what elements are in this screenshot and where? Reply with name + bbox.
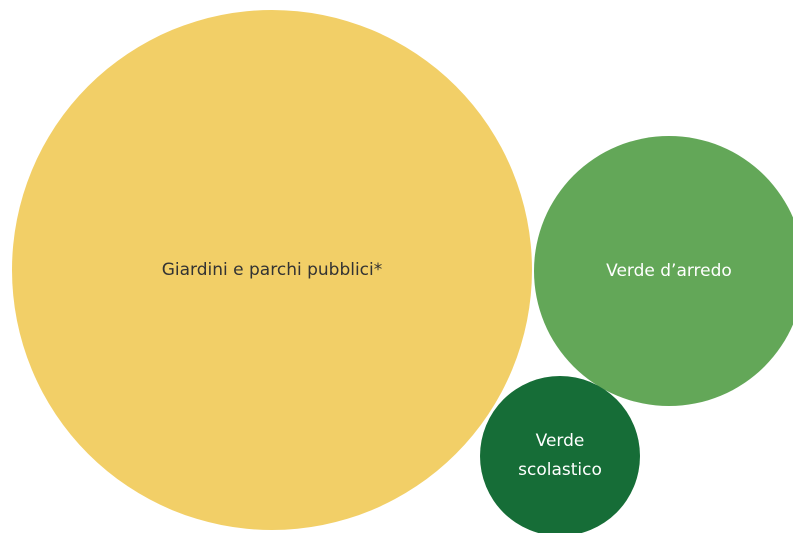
bubble: Giardini e parchi pubblici* — [12, 10, 532, 530]
bubble: Verde scolastico — [480, 376, 640, 533]
bubble-label: Giardini e parchi pubblici* — [161, 259, 383, 280]
bubble: Verde d’arredo — [534, 136, 793, 406]
bubble-label: Verde scolastico — [518, 431, 602, 480]
bubble-label: Verde d’arredo — [606, 260, 732, 281]
